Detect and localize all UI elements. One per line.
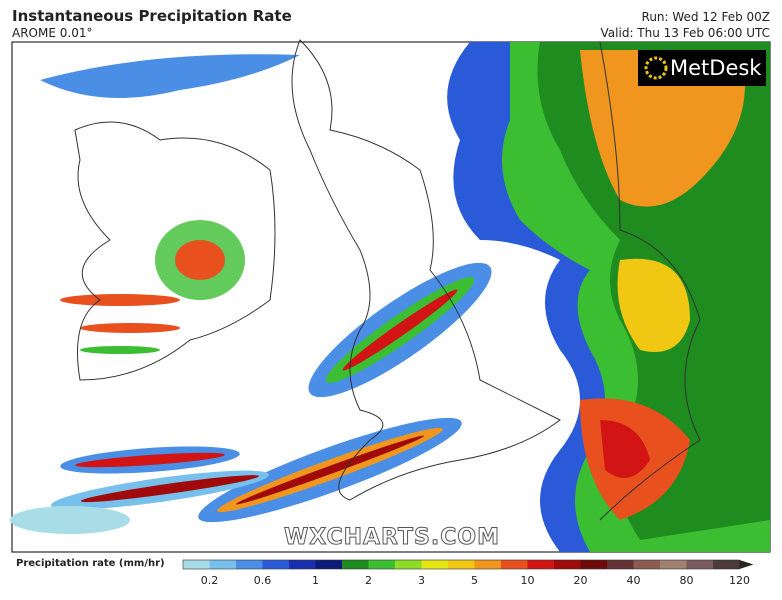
title: Instantaneous Precipitation Rate [12, 7, 292, 25]
valid: Valid: Thu 13 Feb 06:00 UTC [600, 26, 770, 40]
colorbar-tick-label: 120 [729, 574, 750, 587]
colorbar-segment [209, 560, 237, 569]
colorbar-segment [395, 560, 422, 569]
watermark: WXCHARTS.COM [284, 525, 500, 550]
colorbar-segment [289, 560, 316, 569]
colorbar-segment [368, 560, 396, 569]
run: Run: Wed 12 Feb 00Z [641, 10, 770, 24]
logo-box: MetDesk [638, 50, 766, 86]
colorbar-segment [342, 560, 369, 569]
colorbar-segment [527, 560, 555, 569]
colorbar-tick-label: 0.2 [201, 574, 219, 587]
colorbar-segment [448, 560, 475, 569]
colorbar-segment [686, 560, 714, 569]
colorbar-tick-label: 3 [418, 574, 425, 587]
colorbar-segment [236, 560, 263, 569]
colorbar-segment [474, 560, 502, 569]
colorbar-segment [262, 560, 290, 569]
colorbar-tick-label: 20 [574, 574, 588, 587]
colorbar-tick-label: 10 [521, 574, 535, 587]
colorbar-tick-label: 1 [312, 574, 319, 587]
colorbar-segment [607, 560, 634, 569]
colorbar-segment [633, 560, 661, 569]
colorbar: 0.2 0.6 1 2 3 5 10 20 40 80 120 [182, 559, 754, 587]
legend-label: Precipitation rate (mm/hr) [16, 558, 165, 569]
colorbar-segment [421, 560, 449, 569]
colorbar-tick-label: 0.6 [254, 574, 272, 587]
colorbar-segment [580, 560, 608, 569]
colorbar-tick-label: 40 [627, 574, 641, 587]
colorbar-segment [501, 560, 528, 569]
colorbar-segment [554, 560, 581, 569]
precip-field [10, 42, 770, 552]
colorbar-segment [315, 560, 343, 569]
logo-text: MetDesk [670, 56, 762, 80]
colorbar-tick-label: 2 [365, 574, 372, 587]
colorbar-tick-label: 5 [471, 574, 478, 587]
colorbar-segment [713, 560, 740, 569]
colorbar-segment [183, 560, 210, 569]
model: AROME 0.01° [12, 26, 93, 40]
colorbar-segment [660, 560, 687, 569]
colorbar-tick-label: 80 [680, 574, 694, 587]
coastlines [74, 39, 701, 521]
colorbar-border [182, 559, 740, 570]
colorbar-arrow [739, 560, 754, 569]
